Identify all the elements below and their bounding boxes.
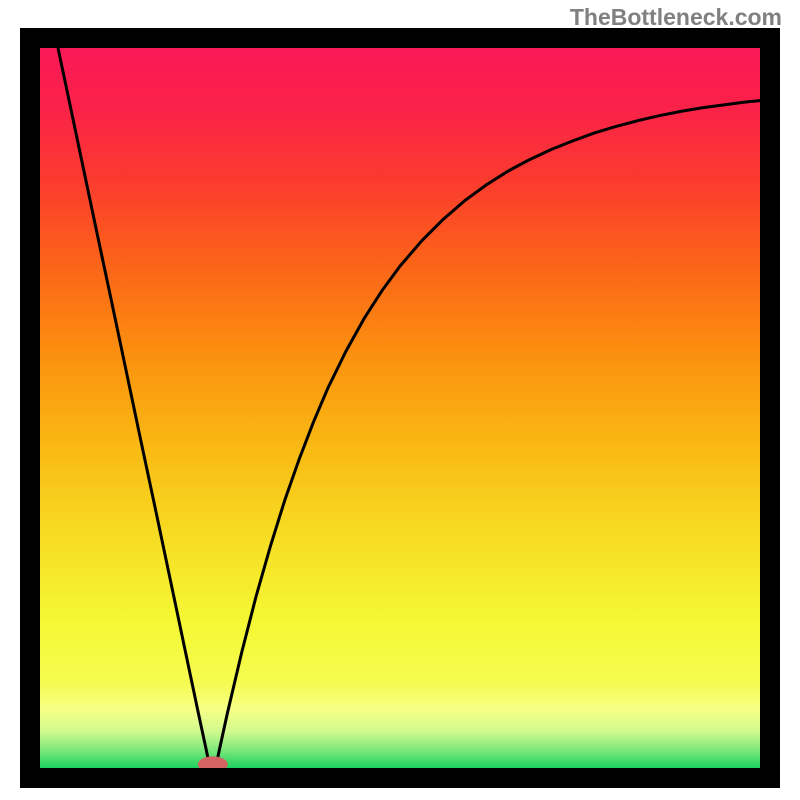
- watermark-text: TheBottleneck.com: [570, 4, 782, 31]
- plot-svg: [40, 48, 760, 768]
- gradient-background: [40, 48, 760, 768]
- plot-area: [40, 48, 760, 768]
- chart-container: TheBottleneck.com: [0, 0, 800, 800]
